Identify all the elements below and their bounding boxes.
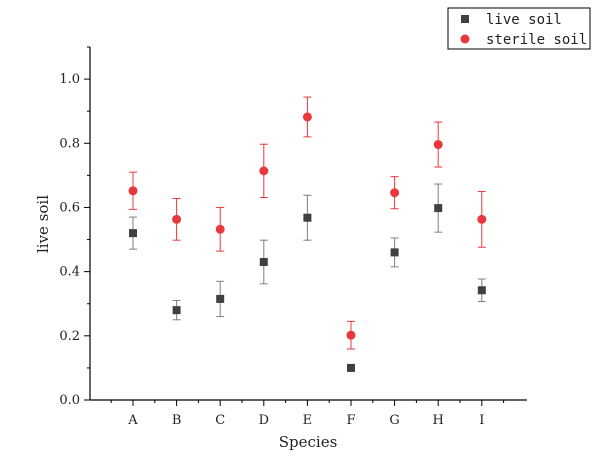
point-live-soil	[303, 213, 312, 222]
legend-label-sterile-soil: sterile soil	[486, 32, 587, 48]
x-tick-label: H	[433, 413, 444, 428]
legend-marker-sterile-soil	[460, 34, 470, 44]
point-live-soil	[477, 286, 486, 295]
point-sterile-soil	[477, 214, 487, 224]
x-tick-label: D	[259, 413, 269, 428]
x-tick-label: I	[479, 413, 484, 428]
legend-marker-live-soil	[461, 15, 469, 23]
point-sterile-soil	[259, 166, 269, 176]
point-live-soil	[390, 248, 399, 257]
point-sterile-soil	[172, 214, 182, 224]
x-tick-label: C	[215, 413, 225, 428]
point-live-soil	[434, 204, 443, 213]
y-tick-label: 0.8	[59, 136, 80, 151]
point-sterile-soil	[346, 330, 356, 340]
point-live-soil	[129, 229, 137, 238]
point-live-soil	[216, 294, 225, 303]
point-sterile-soil	[215, 224, 225, 234]
axes	[89, 47, 527, 401]
x-tick-label: G	[389, 413, 399, 428]
x-tick-label: E	[303, 413, 313, 428]
point-sterile-soil	[128, 186, 138, 196]
x-tick-label: F	[346, 413, 355, 428]
x-axis-title: Species	[279, 433, 338, 451]
y-axis-title: live soil	[34, 195, 52, 253]
point-live-soil	[172, 306, 181, 315]
point-live-soil	[347, 363, 355, 372]
y-tick-label: 0.2	[59, 329, 80, 344]
y-tick-label: 0.4	[59, 265, 80, 280]
legend-label-live-soil: live soil	[486, 12, 562, 28]
legend: live soil sterile soil	[447, 7, 591, 50]
axis-ticks: 0.0 0.2 0.4 0.6 0.8 1.0 A B C D E F G H I	[59, 46, 505, 428]
y-tick-label: 0.6	[59, 200, 80, 215]
y-tick-label: 1.0	[59, 72, 80, 87]
point-sterile-soil	[390, 188, 400, 198]
y-tick-label: 0.0	[59, 393, 80, 408]
x-tick-label: A	[127, 413, 138, 428]
point-live-soil	[259, 258, 268, 267]
legend-frame	[447, 7, 591, 50]
point-sterile-soil	[302, 112, 312, 122]
data-marks	[128, 96, 487, 372]
x-tick-label: B	[172, 413, 182, 428]
point-sterile-soil	[433, 140, 443, 150]
